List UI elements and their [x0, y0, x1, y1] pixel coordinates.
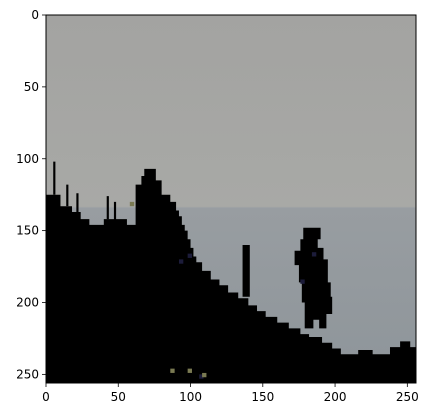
y-tick-label: 150: [16, 224, 39, 238]
pixel-speck: [199, 374, 204, 379]
y-axis-ticks: 0 50 100 150 200 250: [16, 8, 46, 381]
coastline-silhouette: [46, 168, 416, 383]
x-tick-label: 150: [251, 390, 274, 404]
pixel-speck: [202, 372, 207, 378]
x-tick-label: 200: [324, 390, 347, 404]
pixel-speck: [187, 368, 192, 373]
pixel-speck: [170, 368, 175, 373]
pixel-speck: [129, 201, 135, 207]
x-tick-label: 50: [111, 390, 126, 404]
horizon-line: [46, 206, 416, 209]
ridge-stick: [53, 161, 56, 195]
ridge-stick: [66, 184, 69, 207]
y-tick-label: 100: [16, 152, 39, 166]
axes-frame: [45, 14, 417, 384]
y-tick-label: 250: [16, 367, 39, 381]
pixel-speck: [311, 252, 317, 257]
y-tick-label: 50: [24, 80, 39, 94]
person-silhouette: [294, 227, 333, 329]
y-tick-label: 0: [31, 8, 39, 22]
pixel-speck: [300, 279, 305, 284]
x-tick-label: 250: [396, 390, 419, 404]
x-tick-label: 100: [179, 390, 202, 404]
y-tick-label: 200: [16, 296, 39, 310]
image-content: [46, 15, 416, 383]
x-tick-label: 0: [42, 390, 50, 404]
post-silhouette: [242, 245, 250, 297]
x-axis-ticks: 0 50 100 150 200 250: [42, 383, 419, 404]
ridge-stick: [106, 196, 109, 220]
ridge-stick: [113, 201, 117, 222]
pixel-speck: [178, 259, 184, 264]
ridge-stick: [76, 193, 79, 214]
sky-region: [46, 15, 416, 211]
pixel-speck: [187, 253, 192, 258]
